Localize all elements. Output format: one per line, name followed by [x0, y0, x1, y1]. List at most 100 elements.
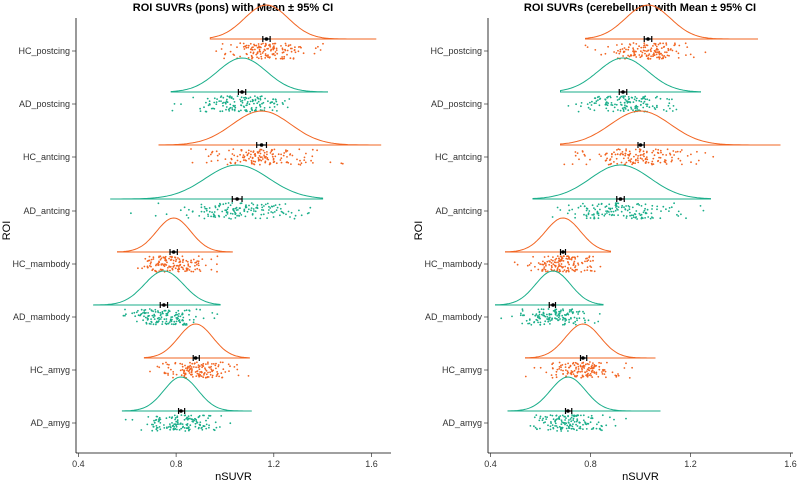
- data-point: [630, 214, 633, 217]
- data-point: [636, 218, 638, 220]
- data-point: [629, 44, 632, 46]
- data-point: [628, 150, 631, 153]
- data-point: [288, 98, 291, 100]
- data-point: [588, 374, 591, 377]
- data-point: [281, 48, 284, 51]
- data-point: [179, 209, 182, 212]
- data-point: [252, 46, 254, 48]
- data-point: [609, 159, 611, 162]
- data-point: [289, 153, 291, 156]
- data-point: [642, 211, 645, 214]
- data-point: [271, 153, 274, 156]
- data-point: [169, 423, 171, 425]
- data-point: [616, 44, 618, 46]
- data-point: [574, 375, 577, 378]
- data-point: [241, 156, 244, 159]
- data-point: [539, 427, 541, 430]
- data-point: [565, 257, 568, 260]
- data-point: [272, 216, 275, 218]
- data-point: [648, 99, 651, 102]
- data-point: [591, 376, 594, 378]
- data-point: [261, 206, 264, 209]
- data-point: [279, 57, 282, 60]
- data-point: [627, 46, 630, 49]
- data-point: [169, 269, 171, 272]
- data-point: [567, 261, 569, 263]
- data-point: [617, 373, 619, 375]
- density-cloud: [110, 164, 324, 200]
- data-point: [569, 372, 572, 375]
- data-point: [555, 257, 558, 260]
- data-point: [147, 315, 150, 317]
- data-point: [261, 158, 264, 160]
- data-point: [177, 257, 179, 259]
- data-point: [649, 217, 652, 220]
- data-point: [557, 319, 559, 322]
- data-point: [558, 366, 561, 368]
- data-point: [275, 57, 277, 60]
- data-point: [280, 157, 283, 160]
- data-point: [280, 45, 282, 47]
- data-point: [585, 217, 588, 220]
- y-tick-label: AD_amyg: [30, 418, 70, 428]
- data-point: [249, 110, 252, 113]
- data-point: [179, 321, 181, 324]
- data-point: [677, 57, 680, 59]
- data-point: [213, 101, 216, 104]
- data-point: [551, 216, 554, 218]
- data-point: [278, 203, 281, 206]
- data-point: [159, 428, 162, 431]
- data-point: [229, 95, 232, 97]
- data-point: [291, 154, 294, 157]
- data-point: [194, 417, 196, 420]
- data-point: [546, 316, 549, 318]
- data-point: [583, 367, 586, 369]
- data-point: [176, 428, 178, 431]
- data-point: [621, 107, 624, 110]
- data-point: [598, 361, 600, 364]
- data-point: [542, 260, 544, 263]
- mean-point: [581, 356, 585, 360]
- mean-point: [259, 143, 264, 147]
- data-point: [613, 151, 615, 154]
- data-point: [627, 54, 629, 57]
- data-point: [188, 370, 191, 372]
- data-point: [654, 42, 657, 45]
- data-point: [148, 259, 151, 262]
- data-point: [236, 95, 239, 97]
- data-point: [530, 323, 533, 326]
- data-point: [297, 50, 300, 53]
- data-point: [167, 372, 169, 375]
- data-point: [144, 316, 147, 319]
- data-point: [543, 314, 546, 317]
- data-point: [643, 209, 646, 212]
- data-point: [580, 102, 583, 104]
- data-point: [196, 263, 198, 266]
- data-point: [240, 214, 243, 216]
- data-point: [165, 417, 168, 420]
- data-point: [668, 54, 670, 57]
- data-point: [197, 262, 200, 265]
- data-point: [597, 421, 600, 424]
- data-point: [644, 52, 646, 55]
- data-point: [257, 100, 260, 103]
- data-point: [634, 148, 637, 151]
- data-point: [195, 375, 198, 377]
- data-point: [162, 362, 164, 365]
- data-point: [576, 268, 578, 271]
- data-point: [675, 108, 678, 111]
- data-point: [261, 52, 264, 54]
- data-point: [547, 424, 549, 427]
- data-point: [674, 42, 676, 45]
- data-point: [223, 57, 226, 60]
- data-point: [178, 258, 181, 261]
- data-point: [650, 47, 653, 50]
- data-point: [640, 46, 643, 49]
- data-point: [220, 100, 222, 102]
- data-point: [264, 53, 267, 55]
- data-point: [646, 105, 648, 108]
- data-point: [607, 163, 610, 166]
- data-point: [252, 151, 255, 154]
- data-point: [250, 107, 253, 109]
- data-point: [625, 105, 628, 108]
